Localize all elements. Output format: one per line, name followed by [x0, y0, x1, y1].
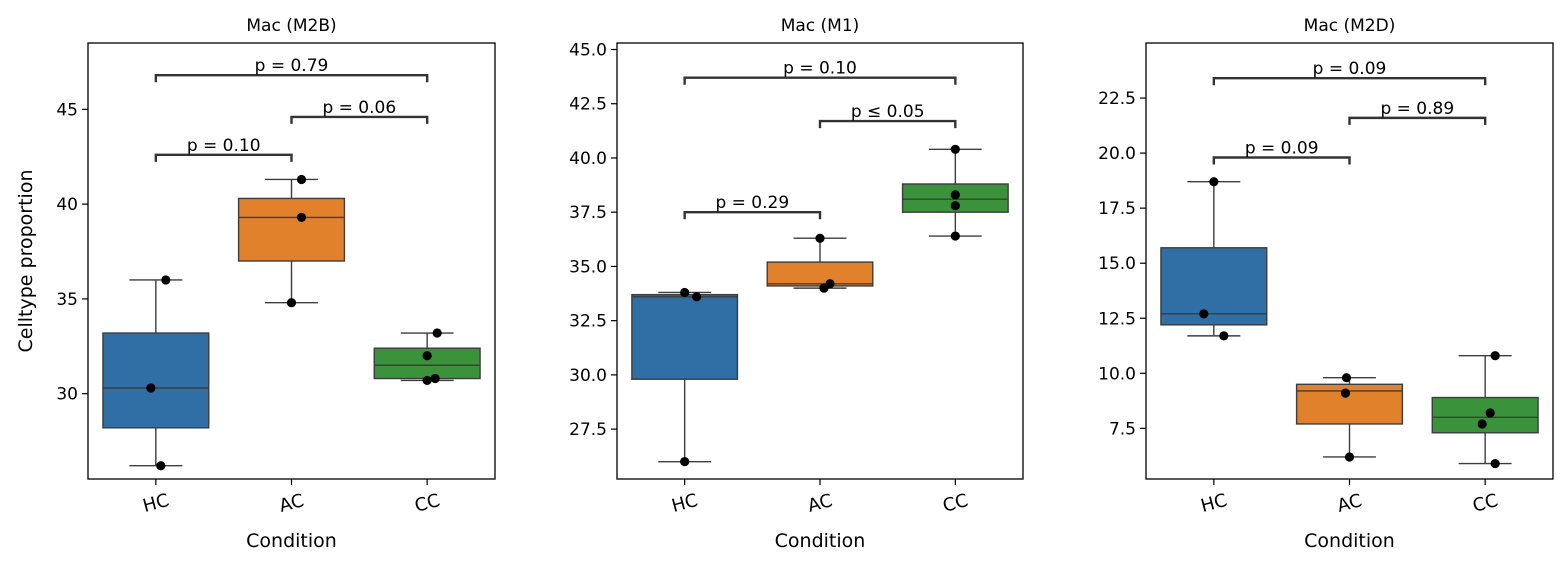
y-tick-label: 27.5 — [569, 420, 607, 440]
y-tick-label: 45.0 — [569, 41, 607, 61]
box-hc — [631, 293, 739, 380]
x-tick-label: AC — [1335, 490, 1364, 517]
chart-title: Mac (M1) — [781, 16, 860, 36]
x-axis-label: Condition — [246, 530, 337, 552]
p-value-label: p = 0.79 — [255, 56, 329, 76]
y-tick-label: 15.0 — [1098, 254, 1136, 274]
significance-bracket — [1212, 156, 1351, 165]
data-point — [1341, 373, 1352, 383]
chart-title: Mac (M2D) — [1304, 16, 1396, 36]
plot-frame — [616, 42, 1024, 480]
y-tick-label: 30 — [56, 385, 78, 405]
data-point — [1209, 177, 1219, 187]
data-point — [1477, 419, 1487, 429]
y-tick-label: 35.0 — [569, 257, 607, 277]
y-tick-label: 37.5 — [569, 203, 607, 223]
data-point — [146, 383, 156, 393]
box-hc — [1160, 247, 1268, 326]
x-tick-label: HC — [141, 490, 172, 517]
x-tick-label: AC — [277, 490, 306, 517]
data-point — [680, 457, 690, 467]
data-point — [432, 328, 442, 338]
data-point — [422, 375, 432, 386]
y-tick-label: 7.5 — [1109, 419, 1136, 439]
chart-panel: Mac (M1) 27.5 30.0 32.5 35.0 37.5 40.0 42.5 45.0… — [569, 16, 1024, 552]
data-point — [950, 144, 960, 154]
data-point — [950, 190, 960, 200]
data-point — [950, 231, 960, 241]
y-tick-label: 42.5 — [569, 95, 607, 115]
box-ac — [237, 197, 346, 262]
data-point — [1340, 388, 1351, 398]
p-value-label: p = 0.29 — [715, 193, 789, 213]
y-tick-label: 35 — [56, 290, 78, 310]
y-tick-label: 30.0 — [569, 366, 607, 386]
plot-frame — [1145, 42, 1554, 480]
p-value-label: p = 0.09 — [1313, 59, 1387, 79]
data-point — [156, 461, 166, 471]
chart-title: Mac (M2B) — [246, 16, 336, 36]
x-tick-label: CC — [412, 490, 442, 517]
p-value-label: p = 0.89 — [1380, 99, 1454, 119]
box-ac — [766, 261, 874, 287]
p-value-label: p = 0.09 — [1245, 139, 1319, 159]
data-point — [1344, 452, 1355, 462]
y-tick-label: 17.5 — [1098, 199, 1136, 219]
x-tick-label: CC — [1470, 490, 1500, 517]
data-point — [286, 298, 297, 308]
y-tick-label: 22.5 — [1098, 89, 1136, 109]
x-axis-label: Condition — [1304, 530, 1395, 552]
y-tick-label: 20.0 — [1098, 144, 1136, 164]
p-value-label: p = 0.06 — [322, 98, 396, 118]
box-cc — [1431, 396, 1539, 434]
significance-bracket — [683, 76, 957, 85]
box-cc — [373, 347, 481, 380]
data-point — [819, 283, 829, 293]
data-point — [1219, 331, 1229, 341]
x-axis-label: Condition — [775, 530, 866, 552]
data-point — [950, 201, 960, 211]
data-point — [1485, 408, 1495, 418]
data-point — [422, 351, 432, 361]
data-point — [815, 233, 825, 243]
data-point — [680, 287, 690, 298]
y-tick-label: 40.0 — [569, 149, 607, 169]
data-point — [692, 292, 702, 302]
y-tick-label: 10.0 — [1098, 364, 1136, 384]
significance-bracket — [290, 115, 429, 124]
p-value-label: p = 0.10 — [783, 59, 857, 79]
p-value-label: p ≤ 0.05 — [851, 102, 925, 122]
data-point — [296, 212, 307, 222]
plot-frame — [87, 42, 496, 480]
data-point — [161, 275, 171, 285]
y-tick-label: 45 — [56, 100, 78, 120]
p-value-label: p = 0.10 — [187, 136, 261, 156]
significance-bracket — [1348, 116, 1487, 125]
chart-panel: Mac (M2D) 7.5 10.0 12.5 15.0 17.5 20.0 22.5 HC AC… — [1098, 16, 1554, 552]
significance-bracket — [154, 153, 293, 162]
x-tick-label: HC — [1199, 490, 1230, 517]
data-point — [1199, 309, 1209, 319]
x-tick-label: AC — [806, 490, 835, 517]
shared-y-axis-label: Celltype proportion — [15, 170, 37, 353]
y-tick-label: 32.5 — [569, 312, 607, 332]
x-tick-label: CC — [941, 490, 971, 517]
significance-bracket — [154, 74, 429, 83]
y-tick-label: 40 — [56, 195, 78, 215]
data-point — [296, 174, 307, 185]
box-hc — [102, 332, 210, 429]
chart-panel: Mac (M2B) 30 35 40 45 HC AC CC Condition p = 0.10… — [56, 16, 496, 552]
significance-bracket — [818, 119, 957, 129]
data-point — [1490, 458, 1500, 469]
data-point — [1490, 351, 1500, 361]
data-point — [430, 373, 440, 384]
y-tick-label: 12.5 — [1098, 309, 1136, 329]
significance-bracket — [683, 210, 822, 220]
x-tick-label: HC — [669, 490, 700, 517]
significance-bracket — [1212, 77, 1487, 86]
